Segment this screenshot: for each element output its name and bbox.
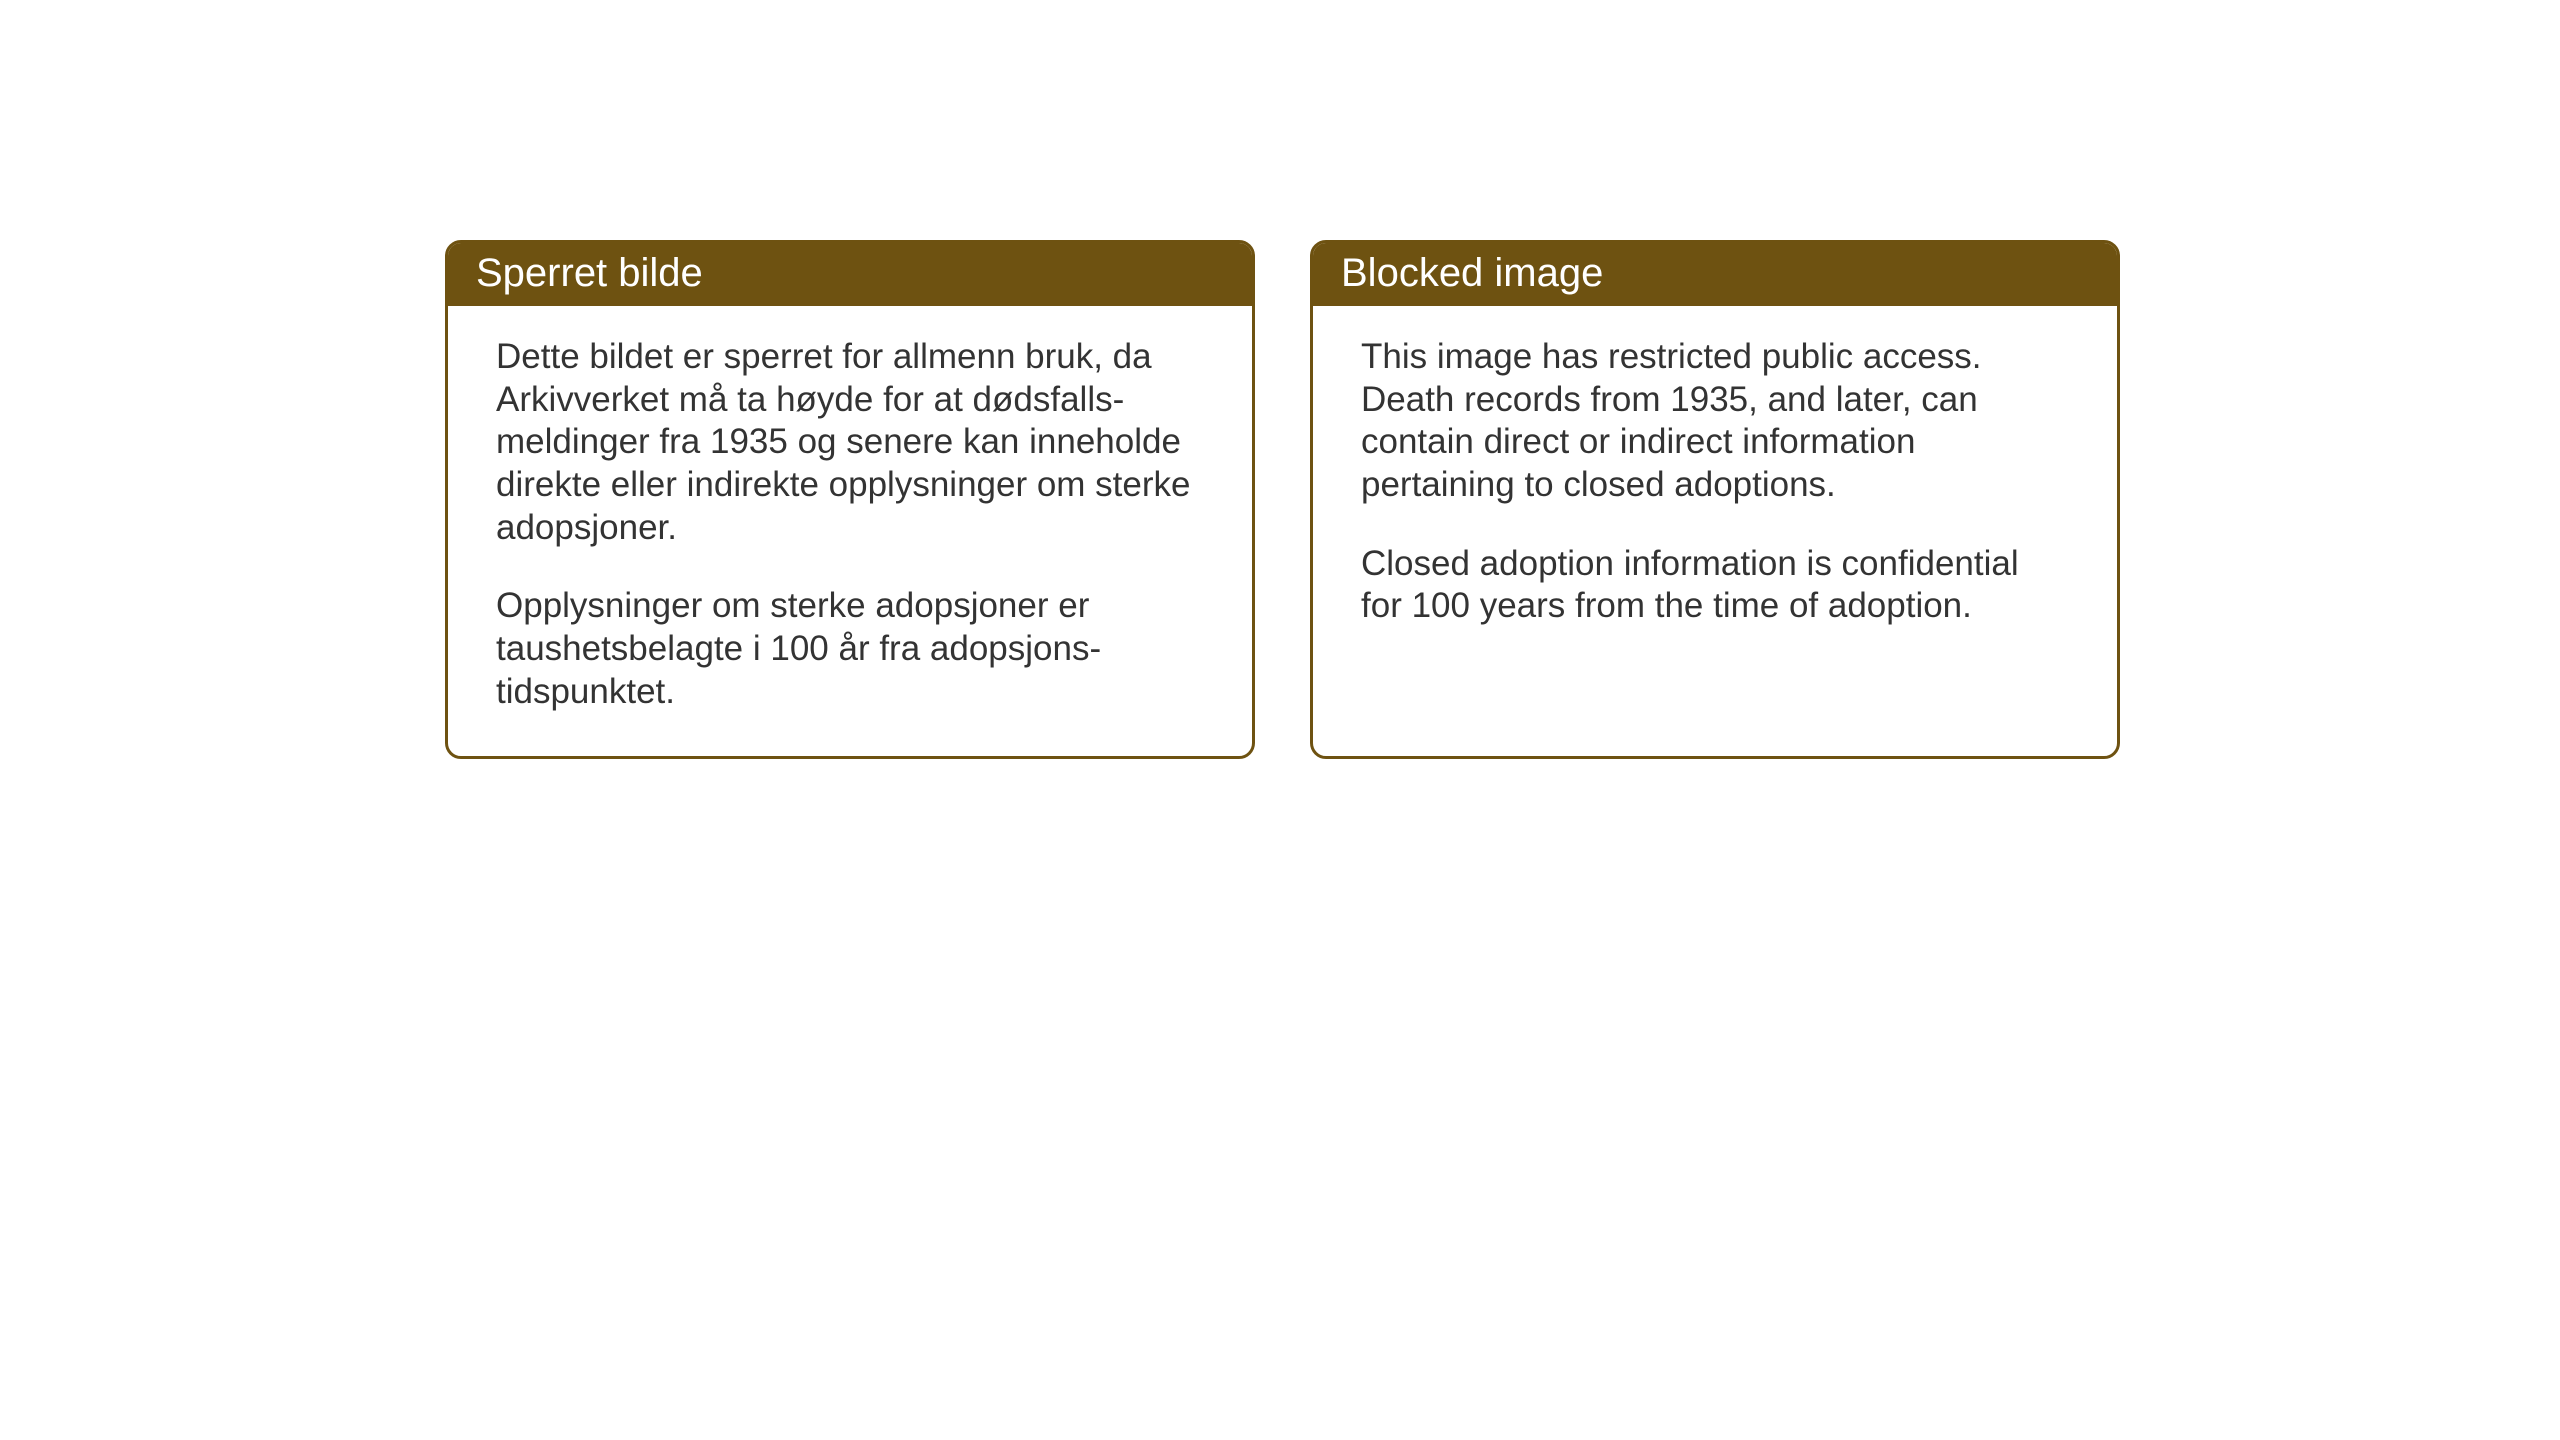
notice-header-english: Blocked image [1313, 243, 2117, 306]
notice-paragraph-1-english: This image has restricted public access.… [1361, 336, 2069, 507]
notice-paragraph-2-norwegian: Opplysninger om sterke adopsjoner er tau… [496, 585, 1204, 713]
notice-header-norwegian: Sperret bilde [448, 243, 1252, 306]
notice-box-english: Blocked image This image has restricted … [1310, 240, 2120, 759]
notice-paragraph-1-norwegian: Dette bildet er sperret for allmenn bruk… [496, 336, 1204, 549]
notice-container: Sperret bilde Dette bildet er sperret fo… [445, 240, 2120, 759]
notice-body-norwegian: Dette bildet er sperret for allmenn bruk… [448, 306, 1252, 756]
notice-body-english: This image has restricted public access.… [1313, 306, 2117, 670]
notice-paragraph-2-english: Closed adoption information is confident… [1361, 543, 2069, 628]
notice-box-norwegian: Sperret bilde Dette bildet er sperret fo… [445, 240, 1255, 759]
notice-title-norwegian: Sperret bilde [476, 251, 703, 295]
notice-title-english: Blocked image [1341, 251, 1603, 295]
